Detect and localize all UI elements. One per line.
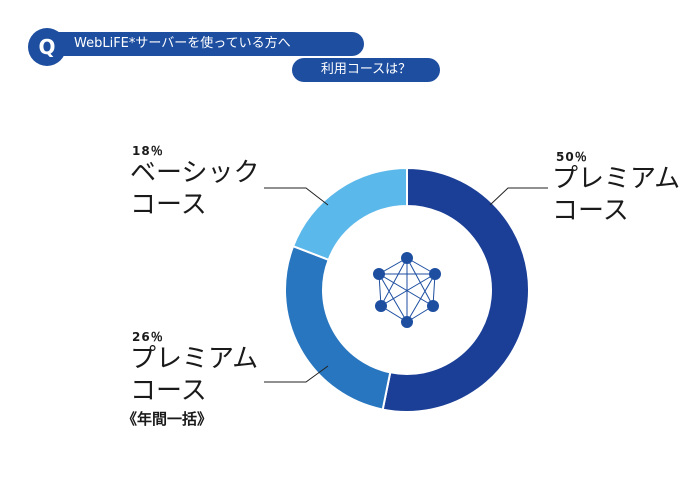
label-basic-line2: コース [130, 190, 207, 220]
leader-yearly [264, 365, 329, 383]
leader-basic [264, 187, 329, 206]
label-yearly-note: 《年間一括》 [122, 410, 213, 428]
slice-basic [291, 166, 408, 262]
leader-premium [489, 187, 548, 206]
label-premium-line1: プレミアム [552, 164, 681, 194]
label-premium-pct: 50％ [556, 150, 588, 164]
label-basic-line1: ベーシック [130, 158, 260, 188]
label-basic-pct: 18％ [132, 144, 164, 158]
question-badge: Q [28, 28, 66, 66]
label-yearly-pct: 26％ [132, 330, 164, 344]
label-yearly-line2: コース [130, 376, 207, 406]
question-line-1: WebLiFE*サーバーを使っている方へ [44, 32, 364, 56]
label-yearly-line1: プレミアム [130, 344, 259, 374]
label-premium-line2: コース [552, 196, 629, 226]
slice-premium [381, 166, 530, 413]
question-line-2: 利用コースは？ [292, 58, 440, 82]
network-graph-icon [373, 252, 441, 328]
